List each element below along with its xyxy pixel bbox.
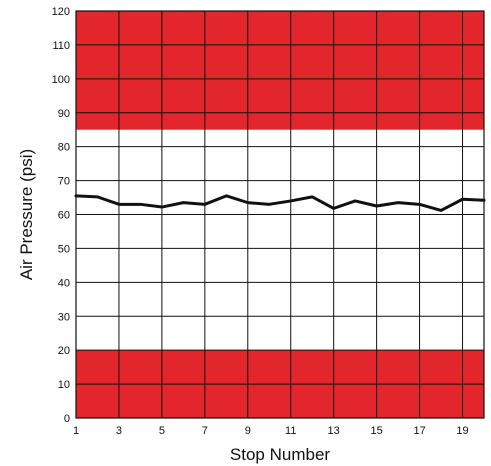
threshold-band-1 <box>76 11 484 130</box>
x-tick-label: 7 <box>202 425 208 437</box>
y-tick-label: 80 <box>58 142 70 154</box>
y-tick-label: 70 <box>58 176 70 188</box>
y-tick-label: 50 <box>58 243 70 255</box>
x-tick-label: 5 <box>159 425 165 437</box>
series-line-0 <box>74 194 486 212</box>
x-tick-label: 17 <box>413 425 425 437</box>
y-tick-label: 0 <box>64 413 70 425</box>
y-axis-title: Air Pressure (psi) <box>17 149 36 280</box>
y-tick-label: 120 <box>52 6 70 18</box>
y-tick-label: 30 <box>58 311 70 323</box>
y-tick-label: 60 <box>58 210 70 222</box>
y-tick-label: 10 <box>58 379 70 391</box>
y-tick-label: 110 <box>52 40 70 52</box>
grid-lines <box>75 10 484 419</box>
y-tick-label: 40 <box>58 277 70 289</box>
x-tick-label: 1 <box>73 425 79 437</box>
x-tick-label: 15 <box>371 425 383 437</box>
x-axis-title: Stop Number <box>230 445 330 464</box>
x-tick-labels: 1 3 5 7 9 11 13 15 17 19 <box>73 425 469 437</box>
y-tick-label: 20 <box>58 345 70 357</box>
series-lines <box>74 194 486 212</box>
x-tick-label: 19 <box>456 425 468 437</box>
y-tick-labels: 0 10 20 30 40 50 60 70 80 90 100 110 120 <box>52 6 70 425</box>
x-tick-label: 13 <box>328 425 340 437</box>
plot-frame <box>75 10 485 419</box>
y-tick-label: 100 <box>52 74 70 86</box>
y-tick-label: 90 <box>58 108 70 120</box>
x-tick-label: 3 <box>116 425 122 437</box>
x-tick-label: 9 <box>245 425 251 437</box>
x-tick-label: 11 <box>285 425 296 437</box>
